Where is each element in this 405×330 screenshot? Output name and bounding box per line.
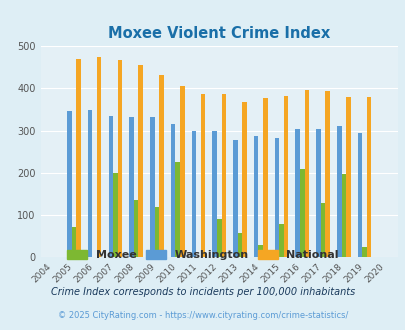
Bar xyxy=(216,219,221,257)
Text: © 2025 CityRating.com - https://www.cityrating.com/crime-statistics/: © 2025 CityRating.com - https://www.city… xyxy=(58,311,347,320)
Bar xyxy=(67,111,71,257)
Bar xyxy=(315,129,320,257)
Bar xyxy=(253,136,258,257)
Bar xyxy=(191,131,196,257)
Legend: Moxee, Washington, National: Moxee, Washington, National xyxy=(64,246,341,263)
Bar xyxy=(150,117,154,257)
Title: Moxee Violent Crime Index: Moxee Violent Crime Index xyxy=(108,26,330,41)
Bar xyxy=(171,124,175,257)
Bar xyxy=(304,90,309,257)
Bar xyxy=(295,129,299,257)
Bar xyxy=(117,60,122,257)
Bar xyxy=(232,140,237,257)
Bar xyxy=(366,97,371,257)
Bar xyxy=(341,174,345,257)
Bar xyxy=(242,102,246,257)
Text: Crime Index corresponds to incidents per 100,000 inhabitants: Crime Index corresponds to incidents per… xyxy=(51,287,354,297)
Bar xyxy=(299,169,304,257)
Bar xyxy=(129,117,134,257)
Bar xyxy=(262,98,267,257)
Bar xyxy=(336,126,341,257)
Bar xyxy=(274,138,279,257)
Bar xyxy=(200,94,205,257)
Bar xyxy=(76,59,81,257)
Bar xyxy=(108,116,113,257)
Bar xyxy=(221,94,226,257)
Bar xyxy=(87,110,92,257)
Bar xyxy=(138,65,143,257)
Bar xyxy=(159,75,163,257)
Bar xyxy=(71,227,76,257)
Bar xyxy=(113,173,117,257)
Bar xyxy=(324,91,329,257)
Bar xyxy=(154,207,159,257)
Bar xyxy=(258,245,262,257)
Bar xyxy=(134,200,138,257)
Bar xyxy=(279,224,283,257)
Bar xyxy=(179,86,184,257)
Bar xyxy=(283,96,288,257)
Bar xyxy=(362,247,366,257)
Bar xyxy=(175,162,179,257)
Bar xyxy=(212,131,216,257)
Bar xyxy=(97,57,101,257)
Bar xyxy=(320,203,324,257)
Bar xyxy=(357,133,362,257)
Bar xyxy=(345,97,350,257)
Bar xyxy=(237,233,242,257)
